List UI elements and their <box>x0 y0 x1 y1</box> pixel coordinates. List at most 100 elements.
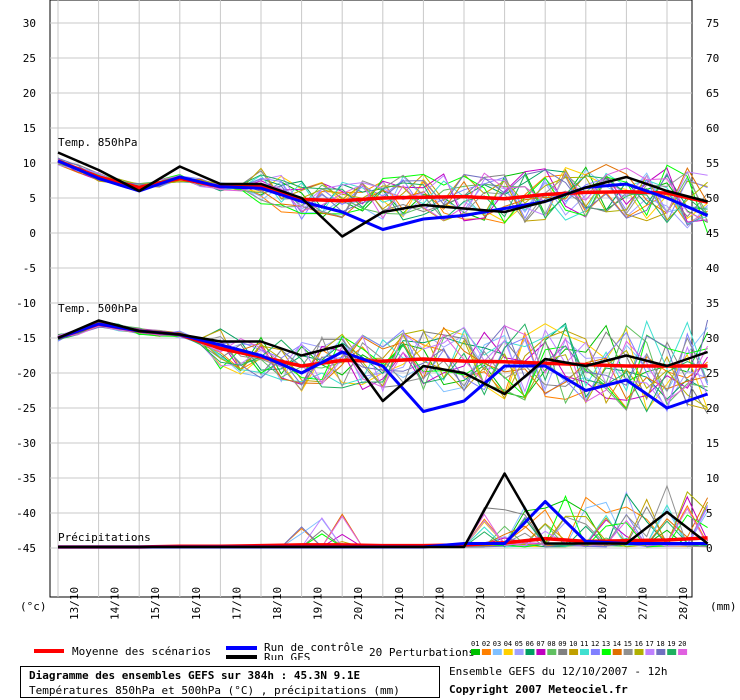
right-tick-label: 20 <box>706 402 719 415</box>
pert-line-500 <box>57 324 708 411</box>
legend-pert-number: 16 <box>635 640 643 648</box>
legend: Moyenne des scénarios Run de contrôleRun … <box>34 640 688 664</box>
main-series-lines <box>57 151 709 549</box>
legend-pert-number: 11 <box>580 640 588 648</box>
legend-pert-swatch <box>471 649 480 655</box>
right-tick-label: 30 <box>706 332 719 345</box>
legend-pert-number: 10 <box>569 640 577 648</box>
right-tick-label: 5 <box>706 507 713 520</box>
legend-pert-swatch <box>623 649 633 655</box>
legend-pert-number: 06 <box>526 640 534 648</box>
legend-pert-swatch <box>558 649 568 655</box>
x-tick-label: 23/10 <box>474 587 487 620</box>
legend-pert-swatch <box>590 649 600 655</box>
x-tick-label: 13/10 <box>68 587 81 620</box>
legend-pert-number: 13 <box>602 640 610 648</box>
legend-pert-swatch <box>656 649 666 655</box>
legend-pert-swatch <box>536 649 546 655</box>
legend-pert-swatch <box>678 649 688 655</box>
left-tick-label: -15 <box>16 332 36 345</box>
series-line <box>57 319 709 403</box>
legend-pert-swatch <box>547 649 557 655</box>
left-tick-label: 30 <box>23 17 36 30</box>
legend-pert-number: 15 <box>624 640 632 648</box>
legend-pert-number: 05 <box>515 640 523 648</box>
x-tick-label: 16/10 <box>190 587 203 620</box>
left-tick-label: 0 <box>29 227 36 240</box>
right-tick-label: 55 <box>706 157 719 170</box>
pert-line-500 <box>57 326 709 412</box>
x-tick-label: 17/10 <box>230 587 243 620</box>
copyright-text: Copyright 2007 Meteociel.fr <box>449 683 628 696</box>
legend-pert-number: 02 <box>482 640 490 648</box>
legend-pert-number: 04 <box>504 640 512 648</box>
legend-pert-number: 01 <box>471 640 479 648</box>
series-line <box>57 159 709 231</box>
x-tick-label: 15/10 <box>149 587 162 620</box>
legend-pert-number: 14 <box>613 640 621 648</box>
panel-label-precip: Précipitations <box>58 531 151 544</box>
legend-pert-swatch <box>667 649 677 655</box>
ensemble-run-date: Ensemble GEFS du 12/10/2007 - 12h <box>449 665 668 678</box>
legend-label-mean: Moyenne des scénarios <box>72 645 211 658</box>
x-tick-label: 24/10 <box>515 587 528 620</box>
left-tick-label: -10 <box>16 297 36 310</box>
panel-label-t850: Temp. 850hPa <box>58 136 137 149</box>
legend-pert-number: 03 <box>493 640 501 648</box>
legend-pert-swatch <box>612 649 622 655</box>
footer-title: Diagramme des ensembles GEFS sur 384h : … <box>29 669 361 682</box>
left-tick-label: -5 <box>23 262 36 275</box>
x-tick-label: 18/10 <box>271 587 284 620</box>
x-tick-label: 28/10 <box>677 587 690 620</box>
x-tick-label: 27/10 <box>636 587 649 620</box>
x-tick-label: 25/10 <box>555 587 568 620</box>
legend-label-control: Run de contrôle <box>264 641 363 654</box>
right-tick-label: 15 <box>706 437 719 450</box>
x-tick-label: 26/10 <box>596 587 609 620</box>
x-tick-label: 14/10 <box>109 587 122 620</box>
legend-pert-swatch <box>634 649 644 655</box>
left-tick-label: -40 <box>16 507 36 520</box>
left-tick-label: -45 <box>16 542 36 555</box>
left-tick-label: -25 <box>16 402 36 415</box>
legend-pert-number: 07 <box>536 640 544 648</box>
right-tick-label: 10 <box>706 472 719 485</box>
legend-pert-number: 19 <box>667 640 675 648</box>
right-tick-label: 25 <box>706 367 719 380</box>
x-tick-label: 22/10 <box>433 587 446 620</box>
legend-pert-swatch <box>645 649 655 655</box>
right-tick-label: 65 <box>706 87 719 100</box>
x-tick-label: 21/10 <box>393 587 406 620</box>
left-tick-label: -30 <box>16 437 36 450</box>
legend-pert-number: 20 <box>678 640 686 648</box>
left-tick-label: 15 <box>23 122 36 135</box>
legend-pert-swatch <box>569 649 579 655</box>
left-tick-label: 25 <box>23 52 36 65</box>
x-tick-label: 20/10 <box>352 587 365 620</box>
right-tick-label: 50 <box>706 192 719 205</box>
legend-pert-number: 12 <box>591 640 599 648</box>
legend-pert-number: 18 <box>656 640 664 648</box>
right-tick-label: 0 <box>706 542 713 555</box>
left-tick-label: -20 <box>16 367 36 380</box>
right-tick-label: 35 <box>706 297 719 310</box>
footer-title-box: Diagramme des ensembles GEFS sur 384h : … <box>20 666 440 698</box>
right-axis-unit: (mm) <box>710 600 737 613</box>
legend-pert-number: 08 <box>547 640 555 648</box>
legend-pert-number: 09 <box>558 640 566 648</box>
plot-frame <box>49 0 693 598</box>
grid-lines <box>49 0 693 598</box>
right-tick-label: 60 <box>706 122 719 135</box>
right-tick-label: 40 <box>706 262 719 275</box>
legend-pert-swatch <box>580 649 589 655</box>
series-line <box>57 151 708 238</box>
left-tick-label: 5 <box>29 192 36 205</box>
right-tick-label: 75 <box>706 17 719 30</box>
legend-label-gfs: Run GFS <box>264 651 310 660</box>
left-axis-unit: (°c) <box>20 600 47 613</box>
right-tick-label: 45 <box>706 227 719 240</box>
panel-label-t500: Temp. 500hPa <box>58 302 137 315</box>
